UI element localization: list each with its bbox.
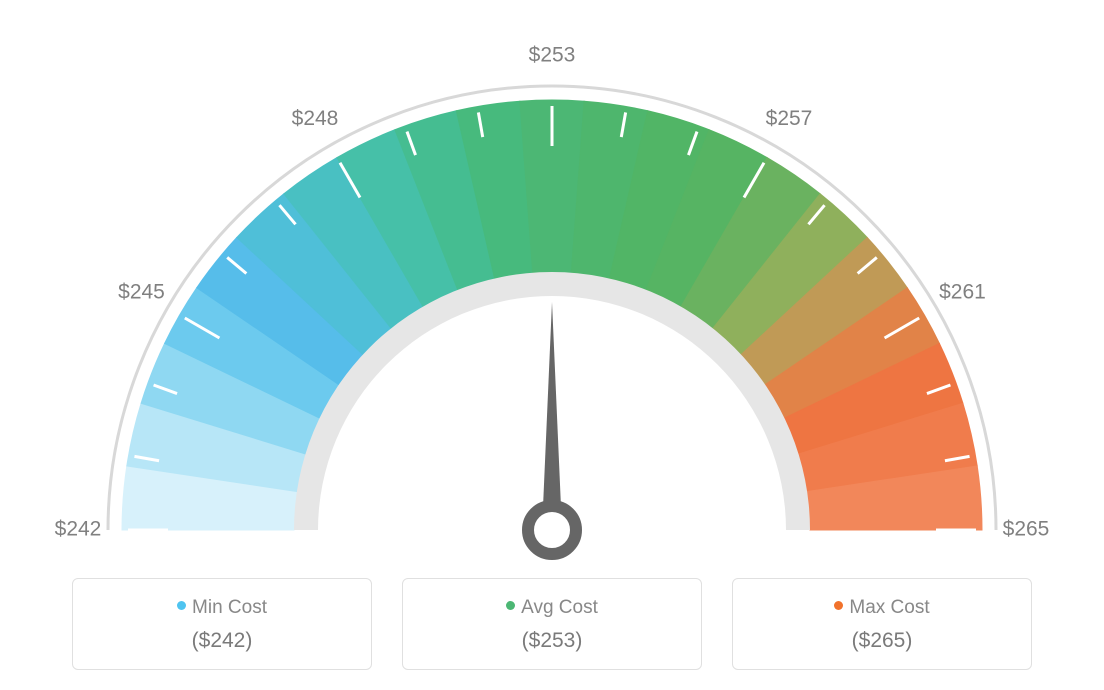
legend-dot-icon bbox=[177, 601, 186, 610]
svg-text:$242: $242 bbox=[55, 518, 102, 541]
legend-row: Min Cost ($242) Avg Cost ($253) Max Cost… bbox=[0, 578, 1104, 670]
svg-text:$253: $253 bbox=[529, 44, 576, 67]
svg-text:$265: $265 bbox=[1003, 518, 1050, 541]
gauge-chart: $242 $245 $248 $253 $257 $261 $265 bbox=[0, 0, 1104, 560]
svg-text:$245: $245 bbox=[118, 281, 165, 304]
legend-label-avg: Avg Cost bbox=[521, 597, 598, 618]
gauge-container: $242 $245 $248 $253 $257 $261 $265 bbox=[0, 0, 1104, 560]
svg-text:$248: $248 bbox=[292, 107, 339, 130]
legend-card-avg: Avg Cost ($253) bbox=[402, 578, 702, 670]
legend-value-max: ($265) bbox=[743, 629, 1021, 653]
legend-title-min: Min Cost bbox=[83, 597, 361, 619]
legend-card-min: Min Cost ($242) bbox=[72, 578, 372, 670]
legend-value-avg: ($253) bbox=[413, 629, 691, 653]
legend-label-max: Max Cost bbox=[849, 597, 929, 618]
legend-value-min: ($242) bbox=[83, 629, 361, 653]
svg-text:$261: $261 bbox=[939, 281, 986, 304]
legend-dot-icon bbox=[834, 601, 843, 610]
legend-title-avg: Avg Cost bbox=[413, 597, 691, 619]
legend-title-max: Max Cost bbox=[743, 597, 1021, 619]
legend-label-min: Min Cost bbox=[192, 597, 267, 618]
legend-dot-icon bbox=[506, 601, 515, 610]
legend-card-max: Max Cost ($265) bbox=[732, 578, 1032, 670]
svg-text:$257: $257 bbox=[766, 107, 813, 130]
